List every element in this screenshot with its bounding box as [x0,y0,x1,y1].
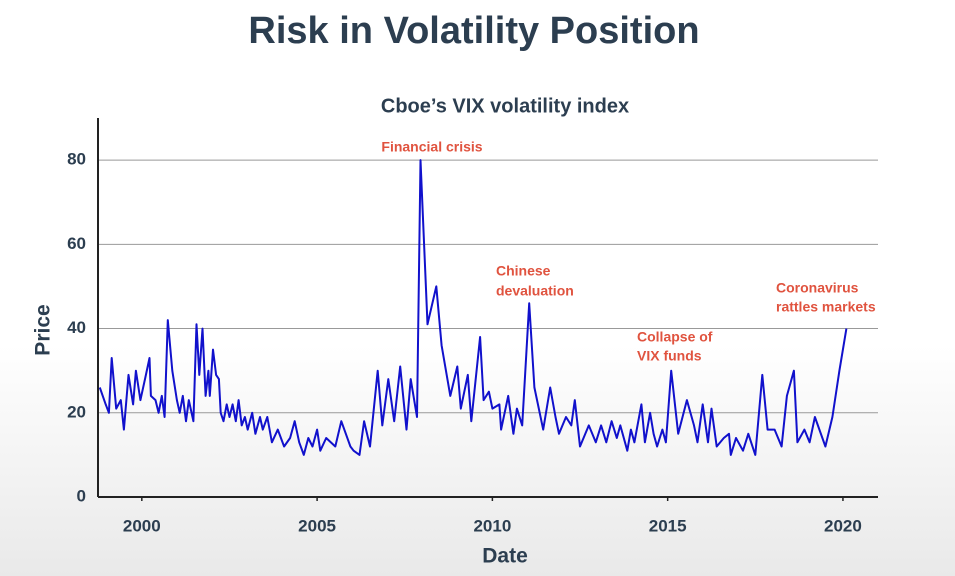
x-tick-label: 2005 [298,516,336,535]
x-tick-label: 2000 [123,516,161,535]
y-tick-label: 40 [67,318,86,337]
chart-subtitle: Cboe’s VIX volatility index [381,95,629,117]
x-tick-label: 2015 [649,516,687,535]
annotation: rattles markets [776,299,876,315]
y-tick-label: 0 [77,486,86,505]
annotation: Financial crisis [381,139,482,155]
y-tick-label: 80 [67,150,86,169]
annotation: devaluation [496,283,574,299]
y-tick-label: 60 [67,234,86,253]
x-tick-label: 2010 [473,516,511,535]
x-axis-label: Date [482,545,528,568]
annotation: Chinese [496,263,551,279]
annotation: Coronavirus [776,280,859,296]
y-tick-label: 20 [67,402,86,421]
plot-area: 0 20 40 60 80 2000 2005 2010 2015 2020 [67,118,878,535]
x-tick-label: 2020 [824,516,862,535]
annotation: VIX funds [637,348,702,364]
y-axis-label: Price [32,304,55,355]
chart-title: Risk in Volatility Position [248,10,699,52]
vix-line [98,159,848,456]
annotations: Financial crisis Chinese devaluation Col… [381,139,875,364]
annotation: Collapse of [637,329,713,345]
